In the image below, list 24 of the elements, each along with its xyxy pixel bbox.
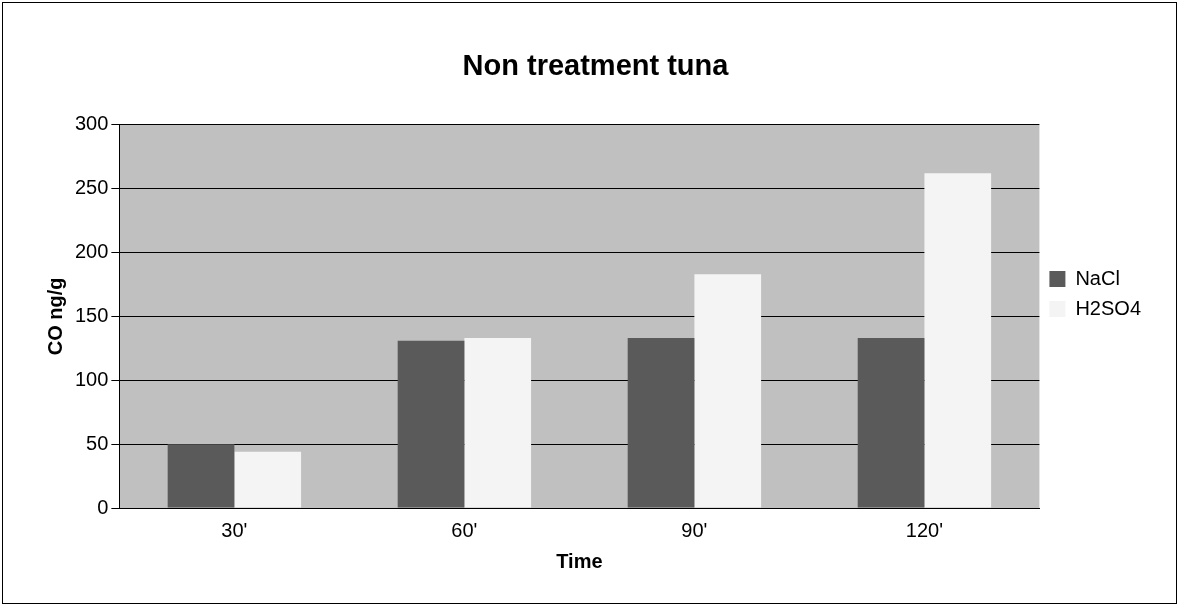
bar: [924, 173, 992, 508]
bar: [627, 338, 695, 508]
bar: [694, 274, 762, 508]
y-tick-label: 150: [74, 303, 109, 326]
y-axis-title: CO ng/g: [43, 277, 66, 356]
bar: [234, 451, 302, 508]
y-tick-label: 100: [74, 367, 109, 390]
x-tick-label: 90': [681, 518, 708, 541]
y-tick-label: 0: [97, 495, 109, 518]
bar: [464, 338, 532, 508]
y-tick-label: 50: [86, 431, 109, 454]
x-tick-label: 60': [451, 518, 478, 541]
y-tick-label: 300: [74, 112, 109, 135]
legend-label: NaCl: [1075, 266, 1120, 289]
bar: [857, 338, 925, 508]
legend-label: H2SO4: [1075, 296, 1142, 319]
chart-title: Non treatment tuna: [462, 49, 730, 82]
bar: [167, 444, 235, 508]
y-tick-label: 200: [74, 240, 109, 263]
x-axis-title: Time: [556, 549, 603, 572]
bar: [397, 340, 465, 508]
y-tick-label: 250: [74, 176, 109, 199]
x-tick-label: 30': [221, 518, 248, 541]
x-tick-label: 120': [905, 518, 943, 541]
